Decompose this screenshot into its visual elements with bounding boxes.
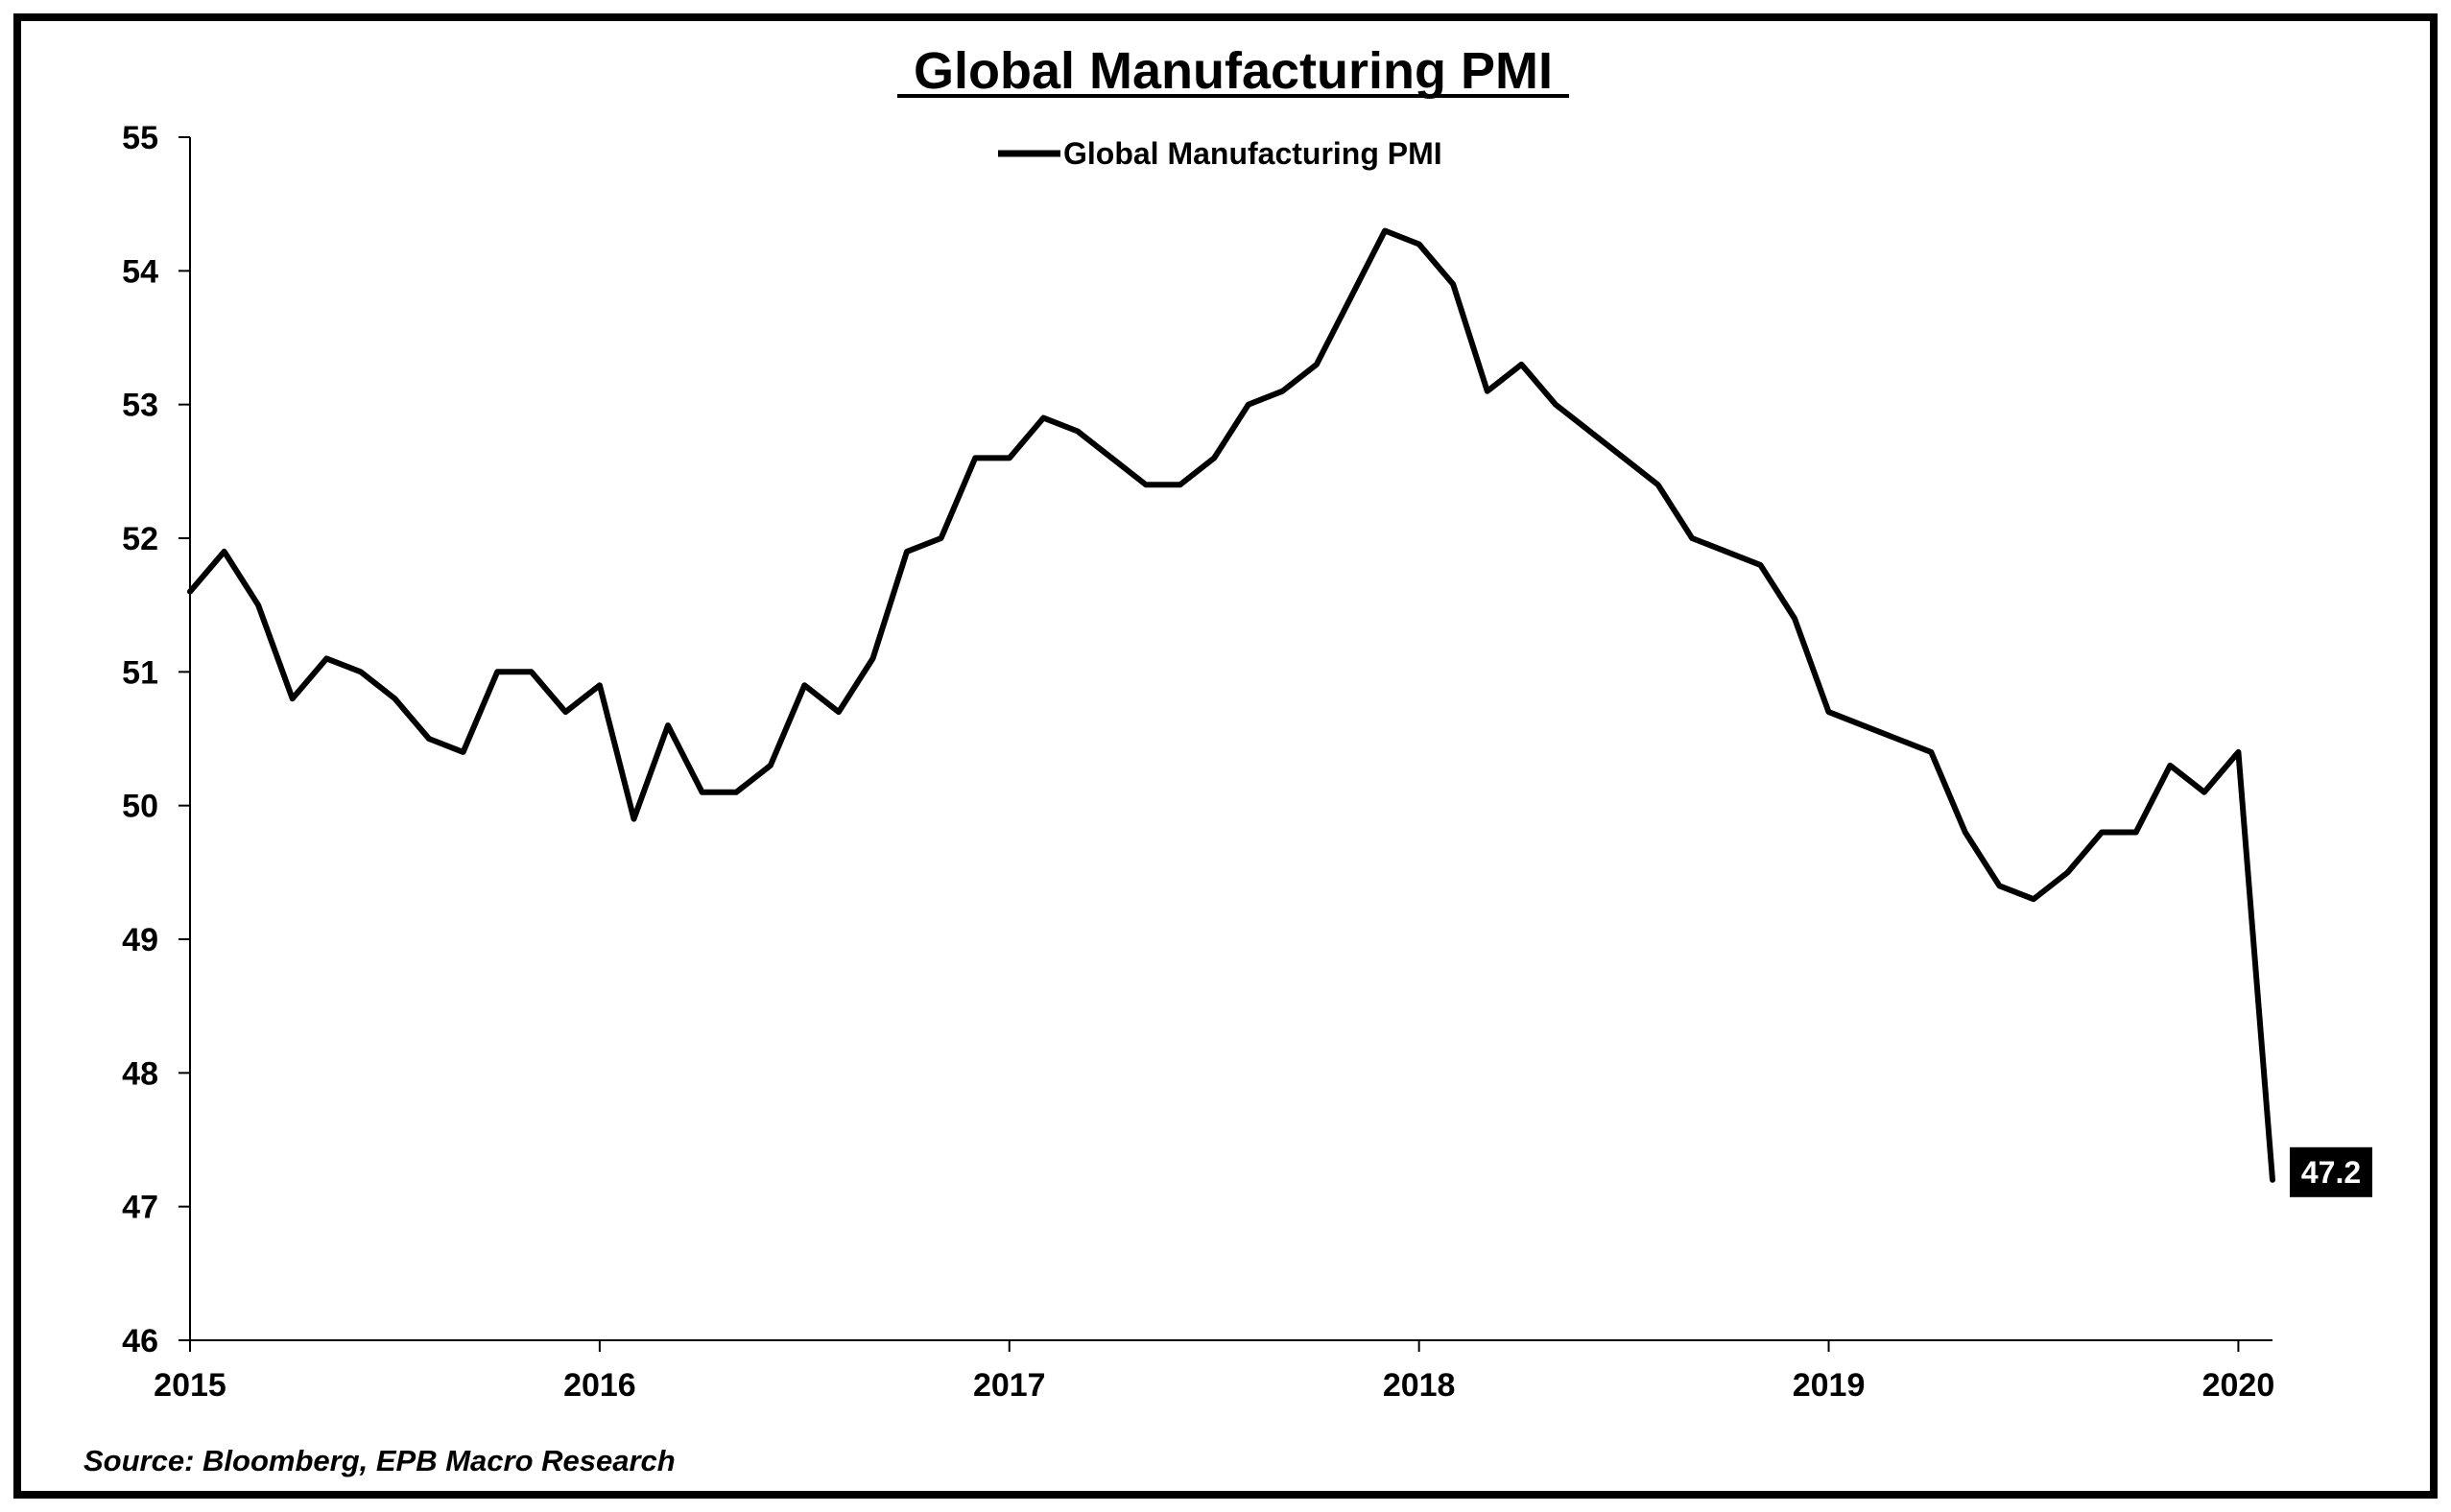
chart-border [13, 13, 2438, 1499]
x-axis-ticks: 2015 2016 2017 2018 2019 2020 [154, 1340, 2274, 1404]
y-tick-label: 55 [122, 120, 158, 156]
x-tick-label: 2016 [563, 1367, 636, 1404]
y-tick-label: 48 [122, 1055, 158, 1092]
x-tick-label: 2017 [973, 1367, 1046, 1404]
axes [189, 137, 2273, 1341]
x-tick-label: 2020 [2202, 1367, 2275, 1404]
series-line [187, 227, 2275, 1183]
source-note: Source: Bloomberg, EPB Macro Research [83, 1444, 676, 1477]
y-axis-ticks: 46 47 48 49 50 51 52 53 54 55 [122, 120, 190, 1359]
legend-label: Global Manufacturing PMI [1063, 136, 1442, 171]
y-tick-label: 52 [122, 521, 158, 557]
last-value-label-text: 47.2 [2301, 1155, 2361, 1190]
chart-title: Global Manufacturing PMI [914, 42, 1553, 100]
last-value-label-box [2290, 1146, 2372, 1197]
annotation-layer: 47.2 [2290, 1146, 2372, 1197]
y-tick-label: 50 [122, 789, 158, 825]
legend: Global Manufacturing PMI [998, 136, 1442, 171]
last-value-label: 47.2 [2290, 1146, 2372, 1197]
x-tick-label: 2015 [154, 1367, 226, 1404]
y-tick-label: 46 [122, 1323, 158, 1359]
y-tick-label: 51 [122, 654, 158, 691]
series-layer [187, 227, 2275, 1183]
y-tick-label: 49 [122, 922, 158, 958]
y-tick-label: 53 [122, 388, 158, 424]
y-tick-label: 54 [122, 253, 158, 290]
x-tick-label: 2018 [1383, 1367, 1456, 1404]
y-tick-label: 47 [122, 1190, 158, 1226]
x-tick-label: 2019 [1793, 1367, 1866, 1404]
